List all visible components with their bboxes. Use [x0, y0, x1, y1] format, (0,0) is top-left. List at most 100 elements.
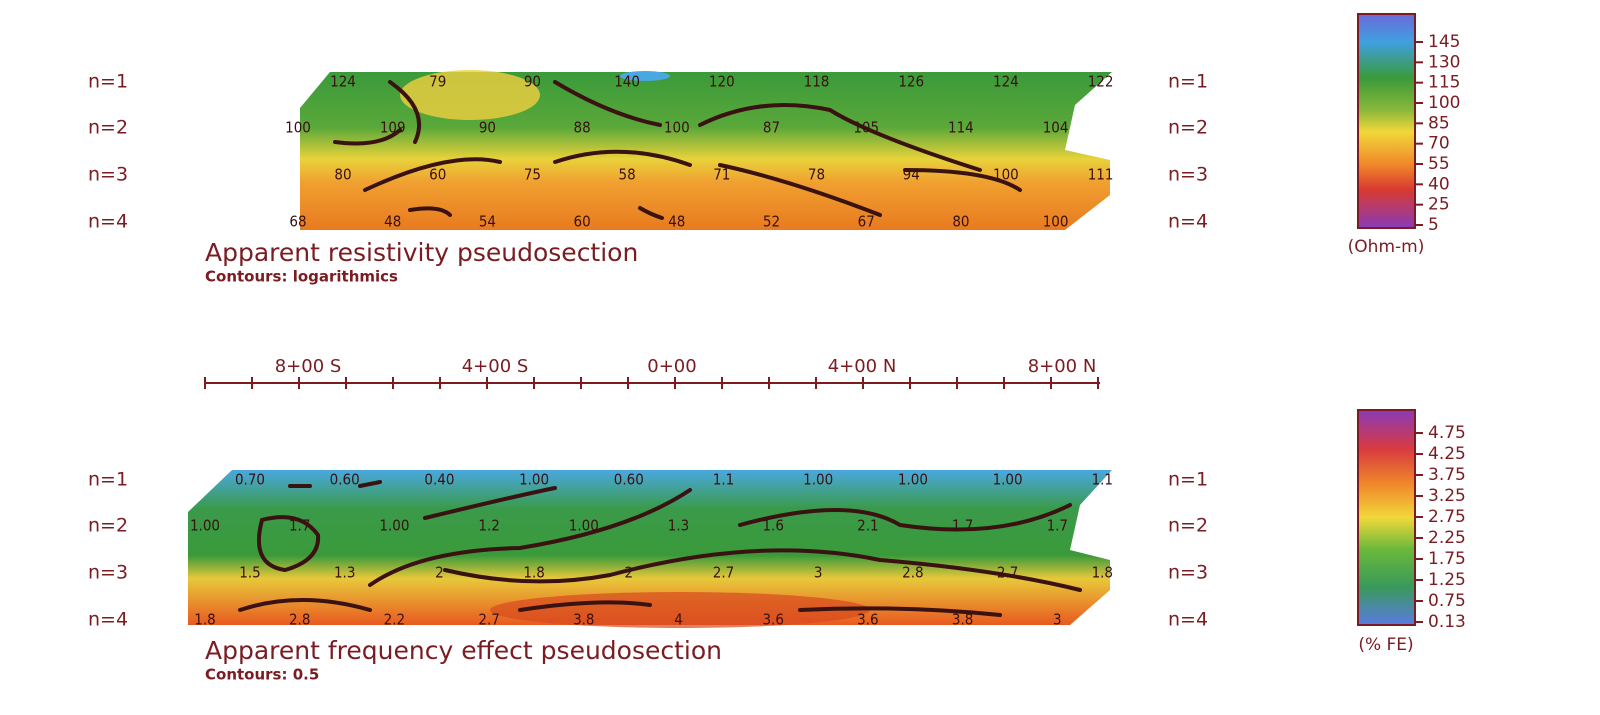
- data-label: 90: [479, 119, 496, 137]
- data-label: 114: [948, 119, 974, 137]
- station-label: 0+00: [647, 356, 696, 377]
- data-label: 48: [384, 213, 401, 231]
- data-label: 1.3: [334, 564, 355, 582]
- data-label: 109: [380, 119, 406, 137]
- data-label: 111: [1088, 166, 1114, 184]
- data-label: 0.60: [330, 471, 360, 489]
- data-label: 0.60: [614, 471, 644, 489]
- section-subtitle: Contours: 0.5: [205, 666, 319, 684]
- colorbar-label: 0.75: [1428, 591, 1466, 611]
- colorbar-label: 4.25: [1428, 444, 1466, 464]
- data-label: 1.00: [803, 471, 833, 489]
- data-label: 71: [713, 166, 730, 184]
- data-label: 1.2: [478, 517, 499, 535]
- row-label: n=2: [88, 117, 128, 139]
- data-label: 1.7: [1047, 517, 1068, 535]
- row-label: n=4: [88, 609, 128, 631]
- data-label: 100: [285, 119, 311, 137]
- data-label: 75: [524, 166, 541, 184]
- colorbar-label: 1.25: [1428, 570, 1466, 590]
- data-label: 1.7: [289, 517, 310, 535]
- data-label: 48: [668, 213, 685, 231]
- data-label: 68: [289, 213, 306, 231]
- data-label: 140: [614, 73, 640, 91]
- data-label: 2.1: [857, 517, 878, 535]
- colorbar-label: 2.75: [1428, 507, 1466, 527]
- data-label: 3.6: [762, 611, 783, 629]
- row-label: n=3: [1168, 562, 1208, 584]
- data-label: 1.5: [239, 564, 260, 582]
- data-label: 52: [763, 213, 780, 231]
- data-label: 80: [952, 213, 969, 231]
- colorbar-label: 25: [1428, 195, 1450, 215]
- data-label: 79: [429, 73, 446, 91]
- frequency-section: [188, 470, 1112, 625]
- data-label: 122: [1088, 73, 1114, 91]
- data-label: 3: [814, 564, 823, 582]
- data-label: 1.00: [569, 517, 599, 535]
- data-label: 94: [903, 166, 920, 184]
- data-label: 2.7: [478, 611, 499, 629]
- data-label: 120: [709, 73, 735, 91]
- colorbar-label: 0.13: [1428, 612, 1466, 632]
- row-label: n=2: [1168, 515, 1208, 537]
- colorbar-label: 130: [1428, 52, 1460, 72]
- row-label: n=1: [1168, 71, 1208, 93]
- data-label: 2.7: [713, 564, 734, 582]
- data-label: 60: [574, 213, 591, 231]
- colorbar-label: 40: [1428, 174, 1450, 194]
- data-label: 1.00: [190, 517, 220, 535]
- data-label: 104: [1043, 119, 1069, 137]
- data-label: 3.6: [857, 611, 878, 629]
- data-label: 67: [858, 213, 875, 231]
- colorbar-label: 115: [1428, 73, 1460, 93]
- section-subtitle: Contours: logarithmics: [205, 268, 398, 286]
- data-label: 1.8: [1092, 564, 1113, 582]
- data-label: 2: [435, 564, 444, 582]
- data-label: 90: [524, 73, 541, 91]
- station-label: 8+00 N: [1028, 356, 1097, 377]
- data-label: 4: [674, 611, 683, 629]
- shade: [620, 71, 670, 81]
- data-label: 60: [429, 166, 446, 184]
- data-label: 1.8: [194, 611, 215, 629]
- data-label: 1.00: [898, 471, 928, 489]
- colorbar-label: 4.75: [1428, 423, 1466, 443]
- colorbar-label: 70: [1428, 134, 1450, 154]
- colorbar-label: 55: [1428, 154, 1450, 174]
- data-label: 87: [763, 119, 780, 137]
- data-label: 2: [625, 564, 634, 582]
- colorbar-label: 5: [1428, 215, 1439, 235]
- colorbar-label: 2.25: [1428, 528, 1466, 548]
- colorbar-label: 3.25: [1428, 486, 1466, 506]
- colorbar-resistivity: [1357, 13, 1416, 229]
- data-label: 1.6: [762, 517, 783, 535]
- data-label: 2.7: [997, 564, 1018, 582]
- row-label: n=2: [88, 515, 128, 537]
- contour: [333, 80, 1022, 220]
- data-label: 100: [1043, 213, 1069, 231]
- data-label: 1.3: [668, 517, 689, 535]
- shade: [400, 70, 540, 120]
- data-label: 3.8: [952, 611, 973, 629]
- colorbar-label: 3.75: [1428, 465, 1466, 485]
- colorbar-label: 85: [1428, 113, 1450, 133]
- data-label: 2.8: [902, 564, 923, 582]
- section-title: Apparent frequency effect pseudosection: [205, 636, 722, 665]
- colorbar-unit: (Ohm-m): [1348, 237, 1425, 257]
- data-label: 1.7: [952, 517, 973, 535]
- station-label: 4+00 S: [462, 356, 529, 377]
- data-label: 1.00: [519, 471, 549, 489]
- data-label: 88: [574, 119, 591, 137]
- station-label: 4+00 N: [828, 356, 897, 377]
- row-label: n=3: [88, 164, 128, 186]
- data-label: 54: [479, 213, 496, 231]
- data-label: 100: [993, 166, 1019, 184]
- data-label: 124: [330, 73, 356, 91]
- data-label: 1.1: [1092, 471, 1113, 489]
- data-label: 1.00: [993, 471, 1023, 489]
- row-label: n=1: [88, 71, 128, 93]
- data-label: 3.8: [573, 611, 594, 629]
- colorbar-label: 145: [1428, 32, 1460, 52]
